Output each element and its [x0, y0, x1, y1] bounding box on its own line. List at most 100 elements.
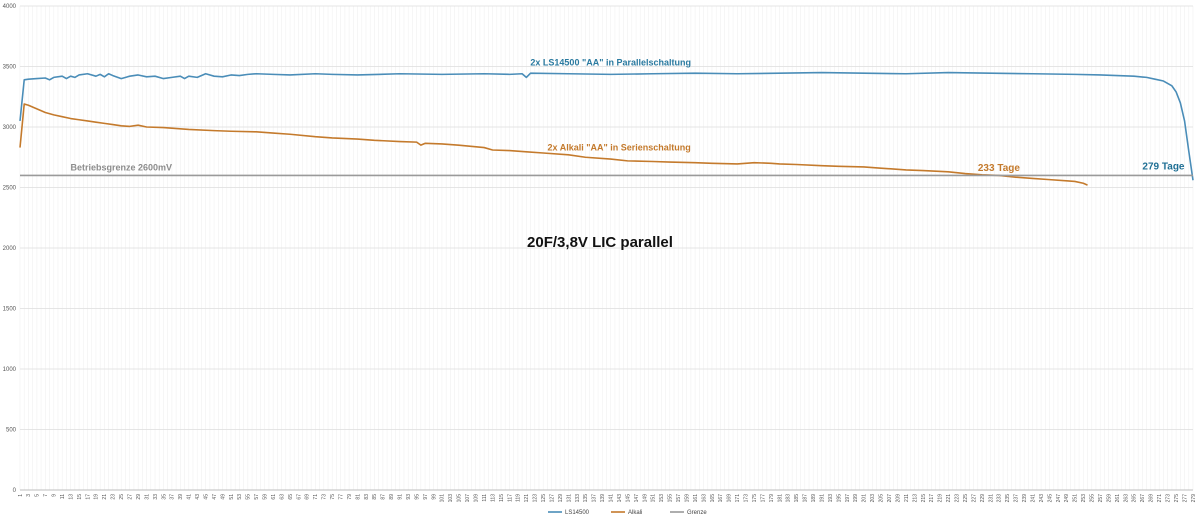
x-tick-label: 147	[634, 494, 640, 503]
x-tick-label: 259	[1106, 494, 1112, 503]
x-tick-label: 247	[1056, 494, 1062, 503]
x-tick-label: 245	[1047, 494, 1053, 503]
x-tick-label: 251	[1073, 494, 1079, 503]
x-tick-label: 25	[119, 494, 125, 500]
x-tick-label: 45	[203, 494, 209, 500]
x-tick-label: 135	[583, 494, 589, 503]
x-tick-label: 161	[693, 494, 699, 503]
annotation-label: 2x Alkali "AA" in Serienschaltung	[548, 143, 691, 153]
annotations: 2x LS14500 "AA" in Parallelschaltung 2x A…	[70, 57, 1184, 174]
x-tick-label: 107	[465, 494, 471, 503]
x-tick-label: 63	[279, 494, 285, 500]
x-tick-label: 89	[389, 494, 395, 500]
x-tick-label: 123	[533, 494, 539, 503]
x-tick-label: 13	[68, 494, 74, 500]
y-tick-label: 1000	[3, 367, 17, 373]
x-tick-label: 225	[963, 494, 969, 503]
x-tick-label: 239	[1022, 494, 1028, 503]
x-tick-label: 165	[710, 494, 716, 503]
x-tick-label: 169	[727, 494, 733, 503]
x-tick-label: 65	[288, 494, 294, 500]
x-tick-label: 119	[516, 494, 522, 502]
x-tick-label: 273	[1165, 494, 1171, 503]
x-tick-label: 203	[870, 494, 876, 503]
x-tick-label: 31	[144, 494, 150, 500]
x-tick-label: 79	[347, 494, 353, 500]
grid	[19, 5, 1194, 491]
x-tick-label: 255	[1090, 494, 1096, 503]
x-tick-label: 183	[786, 494, 792, 503]
annotation-label: Betriebsgrenze 2600mV	[70, 163, 172, 173]
y-tick-label: 2000	[3, 246, 17, 252]
x-tick-label: 51	[229, 494, 235, 500]
x-tick-label: 129	[558, 494, 564, 503]
x-tick-label: 7	[43, 494, 49, 497]
x-tick-label: 127	[549, 494, 555, 503]
series-line-alkali	[19, 103, 1088, 186]
x-tick-label: 157	[676, 494, 682, 503]
x-tick-label: 81	[355, 494, 361, 500]
x-tick-label: 269	[1149, 494, 1155, 503]
x-tick-label: 261	[1115, 494, 1121, 503]
x-tick-label: 189	[811, 494, 817, 503]
x-tick-label: 153	[659, 494, 665, 503]
y-tick-label: 0	[13, 488, 17, 494]
y-axis-ticks: 0 500 1000 1500 2000 2500 3000 3500 4000	[3, 4, 17, 494]
x-tick-label: 159	[684, 494, 690, 503]
x-tick-label: 221	[946, 494, 952, 503]
x-tick-label: 99	[431, 494, 437, 500]
x-tick-label: 77	[338, 494, 344, 500]
x-tick-label: 243	[1039, 494, 1045, 503]
x-tick-label: 215	[921, 494, 927, 503]
x-tick-label: 61	[271, 494, 277, 500]
x-tick-label: 139	[600, 494, 606, 503]
legend: LS14500 Alkali Grenze	[548, 510, 707, 516]
x-tick-label: 15	[77, 494, 83, 500]
x-tick-label: 193	[828, 494, 834, 503]
x-tick-label: 237	[1014, 494, 1020, 503]
x-tick-label: 149	[642, 494, 648, 503]
x-tick-label: 205	[879, 494, 885, 503]
x-tick-label: 171	[735, 494, 741, 503]
x-tick-label: 163	[701, 494, 707, 503]
x-tick-label: 87	[381, 494, 387, 500]
x-tick-label: 241	[1030, 494, 1036, 503]
x-tick-label: 231	[988, 494, 994, 503]
x-tick-label: 117	[507, 494, 513, 502]
x-tick-label: 101	[440, 494, 446, 503]
legend-entry: LS14500	[565, 510, 590, 516]
x-tick-label: 105	[457, 494, 463, 503]
x-tick-label: 39	[178, 494, 184, 500]
x-tick-label: 75	[330, 494, 336, 500]
x-tick-label: 59	[263, 494, 269, 500]
x-tick-label: 37	[170, 494, 176, 500]
x-tick-label: 11	[60, 494, 66, 499]
x-tick-label: 233	[997, 494, 1003, 503]
x-tick-label: 9	[52, 494, 58, 497]
x-tick-label: 69	[305, 494, 311, 500]
x-tick-label: 197	[845, 494, 851, 503]
x-tick-label: 181	[777, 494, 783, 503]
x-tick-label: 151	[651, 494, 657, 503]
x-tick-label: 27	[128, 494, 134, 500]
x-tick-label: 185	[794, 494, 800, 503]
x-tick-label: 249	[1064, 494, 1070, 503]
x-tick-label: 175	[752, 494, 758, 503]
y-tick-label: 3500	[3, 65, 17, 71]
x-tick-label: 199	[853, 494, 859, 503]
x-tick-label: 207	[887, 494, 893, 503]
x-tick-label: 125	[541, 494, 547, 503]
x-tick-label: 217	[929, 494, 935, 503]
x-tick-label: 23	[111, 494, 117, 500]
x-tick-label: 55	[246, 494, 252, 500]
x-tick-label: 41	[187, 494, 193, 500]
chart-title: 20F/3,8V LIC parallel	[527, 234, 673, 251]
x-tick-label: 1	[18, 494, 24, 497]
x-tick-label: 33	[153, 494, 159, 500]
series-line-ls14500	[19, 71, 1194, 181]
series-lines	[19, 71, 1194, 186]
x-tick-label: 167	[718, 494, 724, 503]
x-tick-label: 137	[592, 494, 598, 503]
